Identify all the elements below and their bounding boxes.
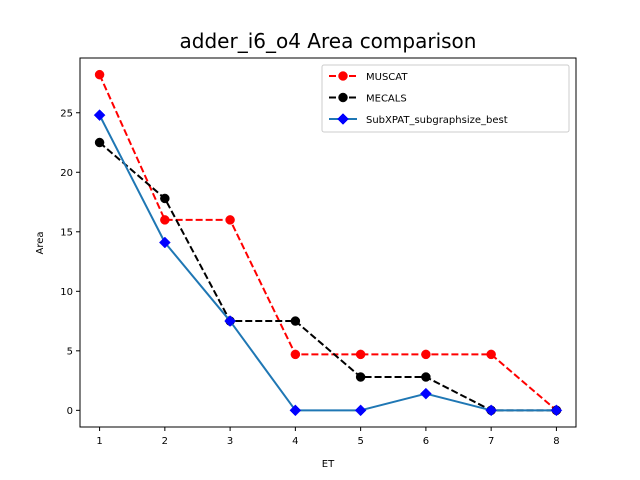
legend-label: SubXPAT_subgraphsize_best — [366, 115, 508, 126]
data-point — [421, 372, 431, 382]
data-point — [289, 404, 302, 417]
legend-item-1: MUSCAT — [329, 71, 408, 83]
series-line — [98, 141, 557, 412]
data-point — [485, 404, 498, 417]
series-line — [98, 114, 557, 412]
y-tick-label: 20 — [60, 168, 73, 179]
x-tick-label: 3 — [227, 436, 233, 447]
data-point — [94, 137, 105, 148]
legend: MUSCAT MECALS SubXPAT_subgraphsize_best — [321, 64, 570, 133]
legend-label: MUSCAT — [366, 72, 408, 83]
x-axis-label: ET — [322, 459, 335, 470]
data-point — [93, 109, 106, 121]
data-point — [354, 404, 367, 417]
data-point — [158, 236, 171, 249]
data-point — [160, 215, 170, 225]
legend-marker — [337, 113, 349, 125]
data-point — [290, 316, 301, 326]
y-tick-label: 5 — [67, 346, 73, 357]
series-3 — [93, 109, 563, 417]
y-tick-label: 10 — [60, 287, 73, 298]
legend-marker — [338, 71, 348, 81]
y-tick-label: 15 — [60, 227, 73, 238]
x-tick-label: 1 — [96, 436, 102, 447]
data-point — [486, 349, 496, 360]
y-tick-label: 0 — [67, 406, 73, 417]
legend-frame — [321, 64, 570, 133]
data-point — [355, 372, 366, 382]
y-tick-label: 25 — [60, 108, 73, 119]
x-tick-label: 7 — [488, 436, 494, 447]
data-point — [355, 349, 366, 360]
data-point — [420, 387, 432, 400]
axes-frame — [79, 57, 577, 428]
x-tick-label: 2 — [162, 436, 168, 447]
data-point — [160, 193, 170, 204]
x-tick-label: 8 — [553, 436, 559, 447]
data-point — [421, 349, 431, 360]
legend-item-3: SubXPAT_subgraphsize_best — [329, 113, 508, 126]
x-tick-label: 4 — [292, 436, 298, 447]
data-point — [550, 404, 563, 417]
legend-marker — [338, 92, 348, 103]
x-tick-label: 5 — [357, 436, 363, 447]
series-line — [98, 74, 558, 412]
data-point — [224, 315, 236, 327]
x-tick-label: 6 — [423, 436, 429, 447]
data-point — [290, 349, 301, 360]
y-axis-label: Area — [35, 231, 46, 254]
data-point — [94, 69, 105, 80]
plot-area: 1 2 3 4 5 6 7 8 0 5 10 15 20 25 — [60, 57, 577, 447]
chart-title: adder_i6_o4 Area comparison — [180, 29, 477, 53]
legend-item-2: MECALS — [329, 92, 407, 105]
legend-label: MECALS — [366, 94, 407, 105]
data-point — [225, 215, 235, 225]
